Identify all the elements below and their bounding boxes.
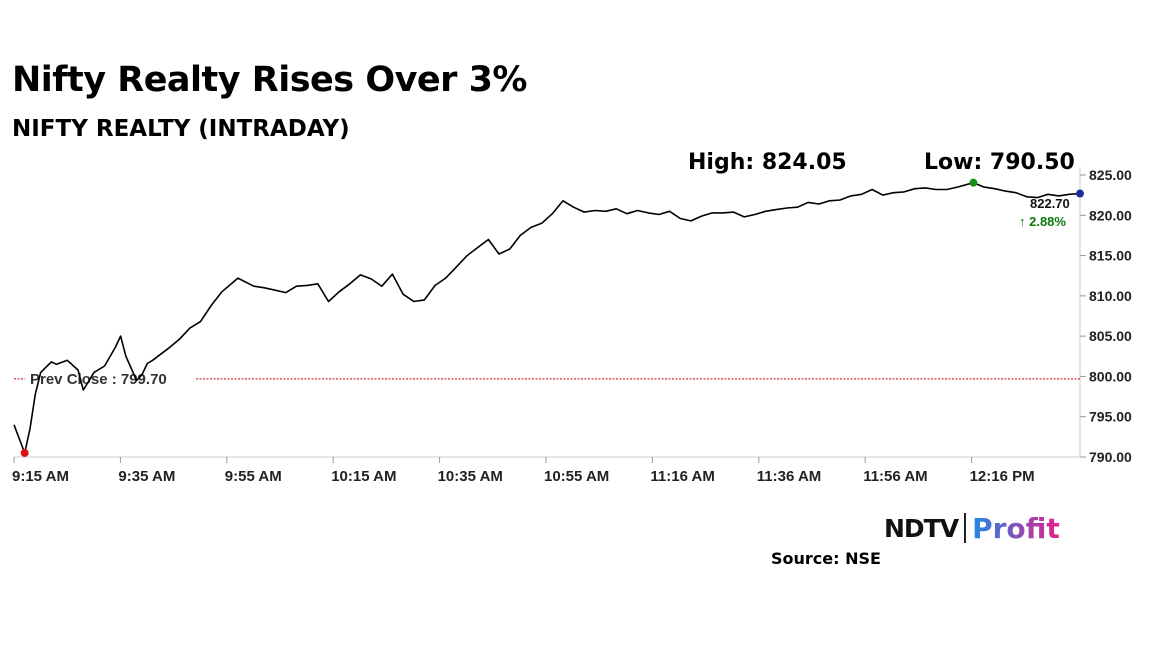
x-tick-label: 11:16 AM bbox=[650, 468, 714, 485]
x-tick-label: 10:55 AM bbox=[544, 468, 609, 485]
x-tick-label: 11:56 AM bbox=[863, 468, 927, 485]
x-tick-label: 9:35 AM bbox=[118, 468, 175, 485]
ndtv-profit-logo: NDTV Profit bbox=[884, 510, 1060, 546]
source-note: Source: NSE bbox=[771, 549, 881, 568]
x-tick-label: 9:55 AM bbox=[225, 468, 282, 485]
brand-separator bbox=[964, 513, 967, 543]
low-point-marker bbox=[20, 448, 29, 457]
y-tick-label: 790.00 bbox=[1089, 449, 1132, 465]
last-change-label: ↑ 2.88% bbox=[1019, 214, 1066, 229]
prev-close-label-bg bbox=[25, 367, 195, 388]
y-tick-label: 805.00 bbox=[1089, 328, 1132, 344]
x-tick-label: 11:36 AM bbox=[757, 468, 821, 485]
y-tick-label: 820.00 bbox=[1089, 207, 1132, 223]
y-tick-label: 795.00 bbox=[1089, 409, 1132, 425]
prev-close-label: Prev Close : 799.70 bbox=[30, 371, 167, 388]
x-tick-label: 9:15 AM bbox=[12, 468, 69, 485]
low-stat: Low: 790.50 bbox=[924, 150, 1075, 175]
x-tick-label: 10:15 AM bbox=[331, 468, 396, 485]
brand-ndtv: NDTV bbox=[884, 513, 959, 543]
price-series-line bbox=[13, 181, 1081, 454]
y-tick-label: 800.00 bbox=[1089, 368, 1132, 384]
brand-profit: Profit bbox=[972, 511, 1060, 545]
high-point-marker bbox=[969, 178, 978, 187]
high-stat: High: 824.05 bbox=[688, 150, 847, 175]
last-price-marker bbox=[1076, 189, 1084, 198]
y-tick-label: 815.00 bbox=[1089, 248, 1132, 264]
x-tick-label: 12:16 PM bbox=[970, 468, 1035, 485]
x-tick-label: 10:35 AM bbox=[438, 468, 503, 485]
last-price-label: 822.70 bbox=[1030, 196, 1070, 211]
y-tick-label: 810.00 bbox=[1089, 288, 1132, 304]
y-tick-label: 825.00 bbox=[1089, 167, 1132, 183]
chart-subtitle: NIFTY REALTY (INTRADAY) bbox=[12, 116, 350, 142]
page-title: Nifty Realty Rises Over 3% bbox=[12, 60, 528, 100]
